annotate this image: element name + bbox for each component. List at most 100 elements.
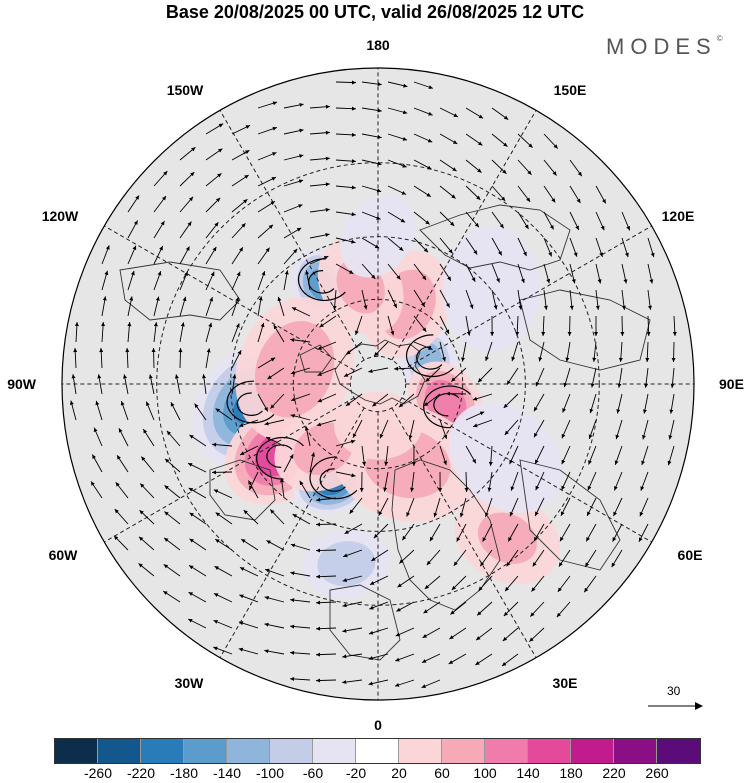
wind-arrow (205, 197, 221, 213)
wind-arrow (638, 523, 649, 543)
wind-arrow (189, 434, 207, 447)
wind-arrow (620, 315, 625, 337)
wind-arrow (485, 341, 493, 362)
wind-arrow (214, 538, 233, 551)
wind-arrow (118, 427, 129, 447)
wind-arrow (319, 315, 337, 328)
streamline (423, 385, 471, 429)
colorbar-tick-label: -140 (212, 765, 242, 781)
streamline (319, 468, 346, 492)
lon-label-120w: 120W (42, 208, 79, 224)
wind-arrow (309, 452, 316, 473)
wind-arrow (592, 341, 597, 362)
wind-arrow (257, 176, 277, 187)
wind-arrow (290, 414, 311, 421)
wind-arrow (148, 374, 155, 395)
wind-arrow (205, 222, 219, 239)
wind-arrow (179, 146, 196, 161)
wind-arrow (647, 263, 654, 284)
wind-arrow (567, 315, 572, 337)
wind-arrow (429, 523, 441, 542)
reference-vector-label: 30 (667, 684, 681, 698)
wind-arrow (413, 341, 433, 350)
wind-arrow (646, 315, 651, 337)
wind-arrow (618, 341, 623, 362)
wind-arrow (342, 575, 363, 583)
wind-arrow (231, 350, 242, 369)
wind-arrow (290, 571, 311, 577)
wind-arrow (127, 270, 135, 291)
wind-arrow (205, 246, 217, 265)
wind-arrow (231, 198, 248, 213)
wind-arrow (361, 263, 376, 280)
wind-arrow (270, 393, 285, 409)
wind-arrow (372, 393, 389, 407)
wind-arrow (187, 462, 207, 473)
colorbar-tick-label: 20 (391, 765, 407, 781)
wind-arrow (361, 185, 382, 193)
wind-arrow (361, 445, 367, 466)
wind-arrow (283, 154, 304, 161)
wind-arrow (179, 322, 185, 343)
wind-arrow (588, 419, 597, 439)
wind-arrow (231, 323, 240, 343)
wind-arrow (113, 535, 129, 551)
wind-arrow (413, 107, 433, 116)
wind-arrow (413, 237, 429, 253)
wind-arrow (439, 315, 450, 335)
wind-arrow (125, 348, 130, 369)
wind-arrow (504, 419, 519, 436)
colorbar-segment (98, 739, 141, 763)
streamline (226, 380, 275, 424)
wind-arrow (456, 523, 467, 542)
wind-arrow (507, 523, 519, 542)
wind-arrow (387, 133, 408, 141)
wind-arrow (425, 367, 441, 383)
wind-arrow (127, 296, 134, 317)
wind-arrow (439, 237, 454, 254)
wind-arrow (451, 575, 467, 591)
wind-arrow (465, 185, 481, 201)
wind-arrow (562, 393, 571, 413)
wind-arrow (231, 246, 244, 265)
wind-arrow (439, 185, 456, 199)
wind-arrow (501, 653, 519, 667)
wind-arrow (615, 419, 623, 440)
wind-arrow (464, 471, 469, 493)
wind-arrow (243, 509, 259, 525)
wind-arrow (669, 393, 675, 414)
colorbar-segment (657, 739, 700, 763)
brand-mark: © (716, 34, 723, 43)
wind-arrow (387, 185, 407, 195)
wind-arrow (477, 367, 493, 383)
wind-arrow (205, 296, 214, 317)
wind-arrow (273, 324, 285, 343)
wind-arrow (266, 540, 285, 551)
wind-arrow (142, 428, 155, 447)
wind-arrow (595, 237, 604, 258)
wind-arrow (585, 523, 597, 542)
wind-arrow (212, 442, 233, 447)
wind-arrow (617, 367, 623, 388)
colorbar-segment (614, 739, 657, 763)
wind-arrow (583, 575, 597, 593)
wind-arrow (476, 601, 493, 616)
wind-arrow (239, 594, 259, 603)
wind-arrow (616, 393, 623, 414)
wind-arrow (413, 159, 432, 170)
wind-arrow (290, 367, 311, 375)
colorbar-segment (55, 739, 98, 763)
wind-arrow (265, 568, 285, 577)
wind-arrow (213, 646, 233, 655)
wind-arrow (595, 263, 602, 284)
wind-arrow (215, 408, 233, 421)
latitude-circle (156, 162, 600, 606)
modes-logo: MODES© (606, 34, 723, 60)
wind-arrow (387, 107, 408, 115)
wind-arrow (257, 126, 278, 135)
wind-arrow (179, 221, 192, 239)
wind-arrow (484, 497, 493, 518)
wind-arrow (560, 497, 571, 517)
wind-arrow (344, 523, 363, 535)
anomaly-center (454, 492, 561, 584)
